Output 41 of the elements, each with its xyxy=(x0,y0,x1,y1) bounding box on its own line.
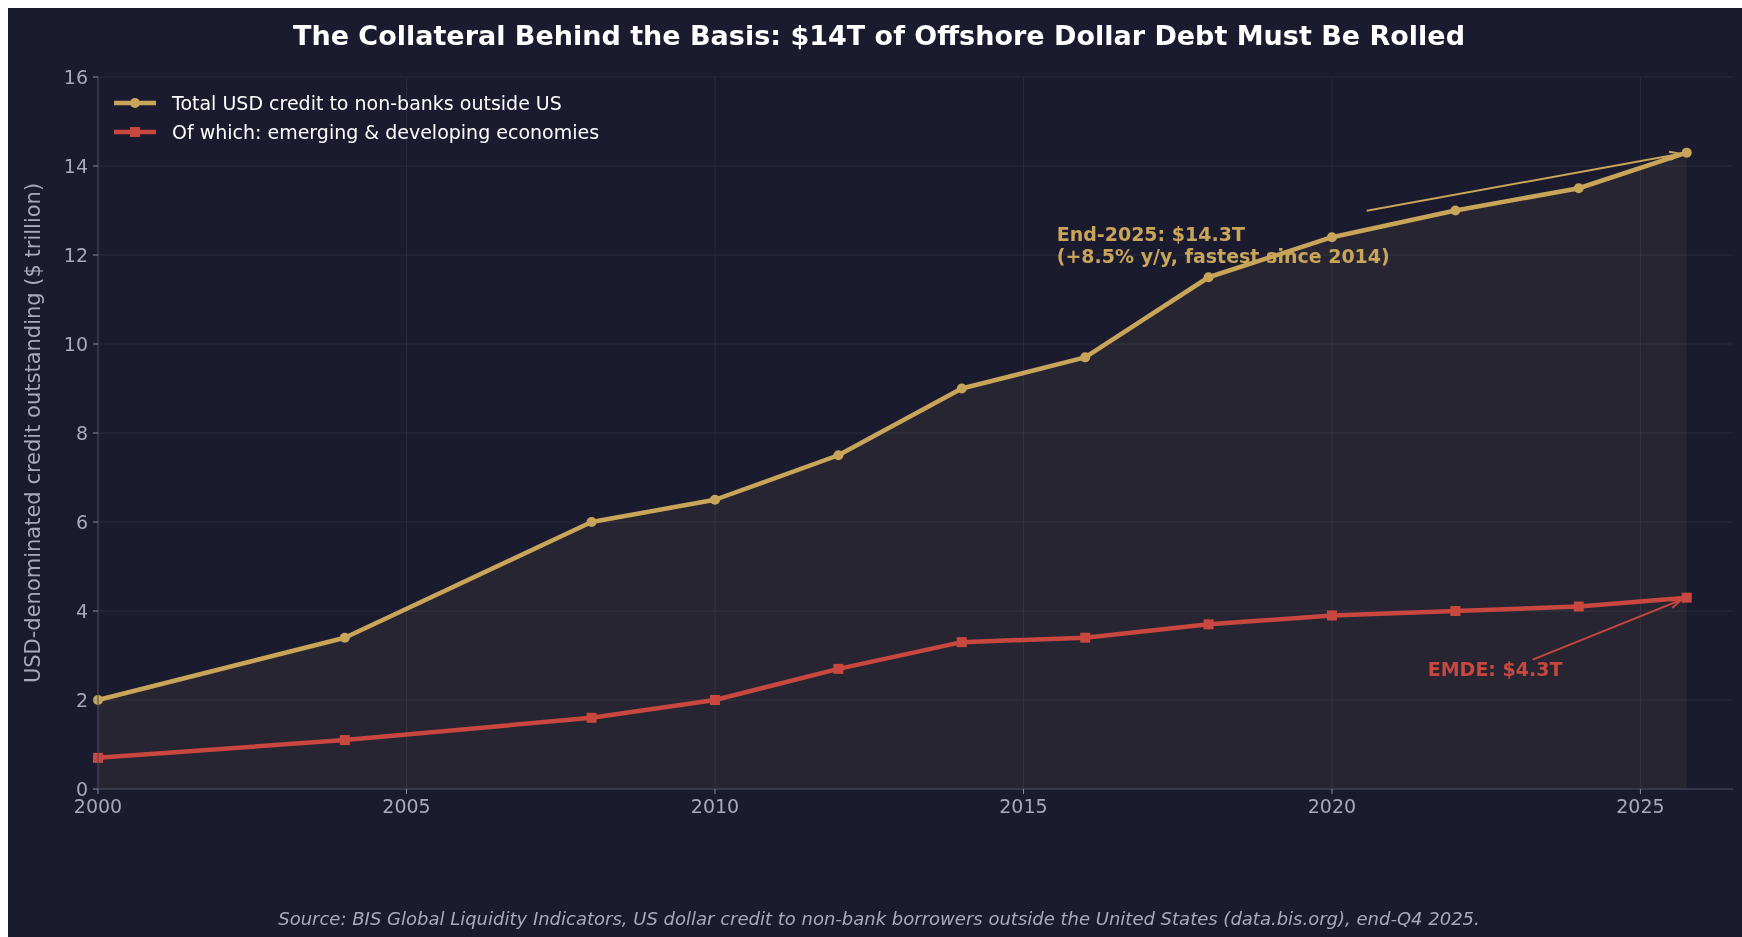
x-tick-label: 2010 xyxy=(690,795,740,817)
point xyxy=(709,494,720,505)
point xyxy=(1573,183,1584,194)
point xyxy=(586,517,597,527)
chart-title: The Collateral Behind the Basis: $14T of Offshore Dollar Debt Must Be Rolled xyxy=(293,20,1465,51)
point xyxy=(1203,272,1214,283)
y-tick-label: 2 xyxy=(75,689,88,711)
point xyxy=(1573,601,1584,612)
y-tick-label: 12 xyxy=(63,244,88,266)
legend-label: Total USD credit to non-banks outside US xyxy=(171,92,562,114)
y-tick-label: 16 xyxy=(63,66,88,88)
x-tick-label: 2015 xyxy=(999,795,1048,817)
point xyxy=(956,637,967,648)
point xyxy=(1681,147,1692,158)
y-tick-label: 14 xyxy=(63,155,88,177)
legend-label: Of which: emerging & developing economies xyxy=(172,121,600,143)
point xyxy=(833,450,844,461)
x-tick-label: 2020 xyxy=(1307,795,1357,817)
point xyxy=(586,712,597,723)
point xyxy=(1450,205,1461,216)
y-tick-label: 10 xyxy=(63,333,88,355)
y-tick-label: 4 xyxy=(75,600,88,622)
point xyxy=(956,383,967,394)
point xyxy=(709,695,720,705)
point xyxy=(833,663,844,674)
y-axis-title: USD-denominated credit outstanding ($ trillion) xyxy=(21,182,45,684)
point xyxy=(1681,592,1692,603)
point xyxy=(1080,632,1091,643)
y-tick-label: 8 xyxy=(75,422,88,444)
point xyxy=(339,735,350,746)
x-tick-label: 2005 xyxy=(382,795,431,817)
point xyxy=(1326,610,1337,621)
source-note: Source: BIS Global Liquidity Indicators, US dollar credit to non-bank borrowers outside the United States (data.bis.org), end-Q4 2025. xyxy=(278,908,1480,929)
annotation: EMDE: $4.3T xyxy=(1427,657,1563,680)
point xyxy=(339,632,350,643)
point xyxy=(1450,606,1461,616)
y-tick-label: 6 xyxy=(75,511,88,533)
x-tick-label: 2025 xyxy=(1616,795,1665,817)
point xyxy=(1326,232,1337,243)
point xyxy=(1203,619,1214,630)
point xyxy=(1080,352,1091,363)
